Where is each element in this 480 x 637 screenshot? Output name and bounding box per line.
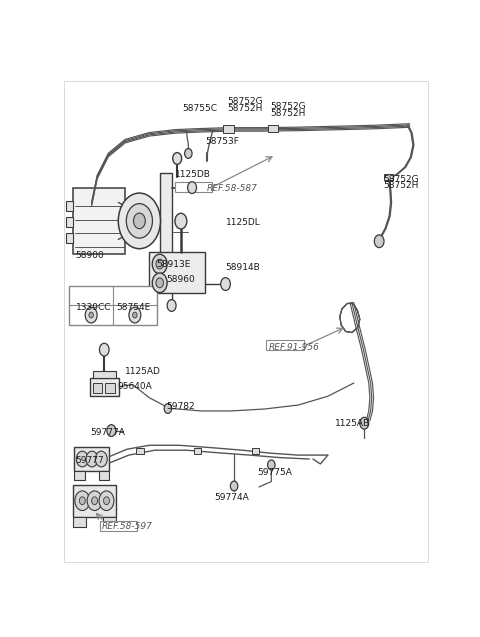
Bar: [93, 382, 102, 393]
Text: 58960: 58960: [166, 275, 195, 285]
Circle shape: [164, 404, 172, 413]
Circle shape: [96, 451, 107, 467]
Bar: [136, 448, 144, 454]
Bar: [100, 521, 137, 531]
Circle shape: [173, 153, 181, 164]
Circle shape: [76, 451, 88, 467]
Bar: [66, 233, 73, 243]
Text: 58752G: 58752G: [228, 97, 263, 106]
Text: 58752G: 58752G: [270, 103, 306, 111]
Text: 59777A: 59777A: [91, 427, 125, 436]
Circle shape: [156, 259, 163, 269]
Text: 58752H: 58752H: [228, 104, 263, 113]
Circle shape: [87, 491, 102, 510]
Circle shape: [104, 497, 109, 505]
Bar: [66, 201, 73, 211]
Text: 58914B: 58914B: [226, 263, 260, 272]
Bar: [69, 287, 156, 325]
Text: 58755C: 58755C: [183, 104, 218, 113]
Circle shape: [118, 193, 160, 248]
Text: REF.91-956: REF.91-956: [268, 343, 319, 352]
Text: 58754E: 58754E: [116, 303, 150, 313]
Bar: [73, 188, 125, 254]
Circle shape: [152, 273, 167, 292]
Bar: [103, 517, 116, 527]
Circle shape: [99, 491, 114, 510]
Bar: [73, 517, 86, 527]
Bar: [149, 252, 205, 293]
Circle shape: [107, 425, 116, 436]
Bar: [194, 448, 202, 454]
Bar: [384, 173, 393, 180]
Bar: [266, 340, 304, 350]
Text: 59775A: 59775A: [257, 468, 292, 477]
Circle shape: [92, 497, 97, 505]
Circle shape: [86, 451, 98, 467]
Circle shape: [156, 278, 163, 288]
Circle shape: [89, 312, 94, 318]
Bar: [267, 125, 278, 132]
Text: 95640A: 95640A: [118, 382, 153, 391]
Circle shape: [267, 460, 275, 470]
Circle shape: [85, 307, 97, 323]
Circle shape: [99, 343, 109, 356]
Text: 1125DB: 1125DB: [175, 170, 211, 179]
Text: 59777: 59777: [75, 455, 104, 464]
Text: 58913E: 58913E: [156, 260, 191, 269]
Circle shape: [126, 204, 153, 238]
Circle shape: [188, 182, 196, 194]
Circle shape: [230, 481, 238, 491]
Text: 58752G: 58752G: [384, 175, 419, 184]
Circle shape: [75, 491, 90, 510]
Text: 1125DL: 1125DL: [226, 218, 260, 227]
Circle shape: [133, 213, 145, 229]
Bar: [252, 448, 259, 454]
Circle shape: [360, 417, 369, 429]
Bar: [160, 173, 172, 254]
Circle shape: [167, 299, 176, 311]
Text: REF.58-587: REF.58-587: [207, 183, 258, 193]
Text: 59774A: 59774A: [215, 493, 249, 502]
Bar: [66, 217, 73, 227]
Bar: [90, 378, 119, 396]
Bar: [74, 447, 109, 471]
Circle shape: [79, 497, 85, 505]
Bar: [175, 182, 212, 192]
Bar: [74, 471, 84, 480]
Bar: [73, 485, 116, 517]
Bar: [106, 382, 115, 393]
Circle shape: [152, 254, 167, 274]
Circle shape: [221, 278, 230, 290]
Bar: [93, 371, 116, 378]
Text: REF.58-597: REF.58-597: [102, 522, 153, 531]
Text: 1125AB: 1125AB: [335, 419, 371, 427]
Text: 58752H: 58752H: [384, 182, 419, 190]
Circle shape: [185, 148, 192, 159]
Circle shape: [374, 235, 384, 248]
Text: 1125AD: 1125AD: [125, 367, 161, 376]
Bar: [99, 471, 109, 480]
Circle shape: [132, 312, 137, 318]
Text: 58753F: 58753F: [205, 137, 239, 146]
Bar: [223, 125, 234, 133]
Text: 58752H: 58752H: [270, 109, 306, 118]
Text: 58900: 58900: [75, 251, 104, 260]
Text: 59782: 59782: [166, 401, 195, 411]
Circle shape: [175, 213, 187, 229]
Text: 1339CC: 1339CC: [76, 303, 111, 313]
Circle shape: [129, 307, 141, 323]
